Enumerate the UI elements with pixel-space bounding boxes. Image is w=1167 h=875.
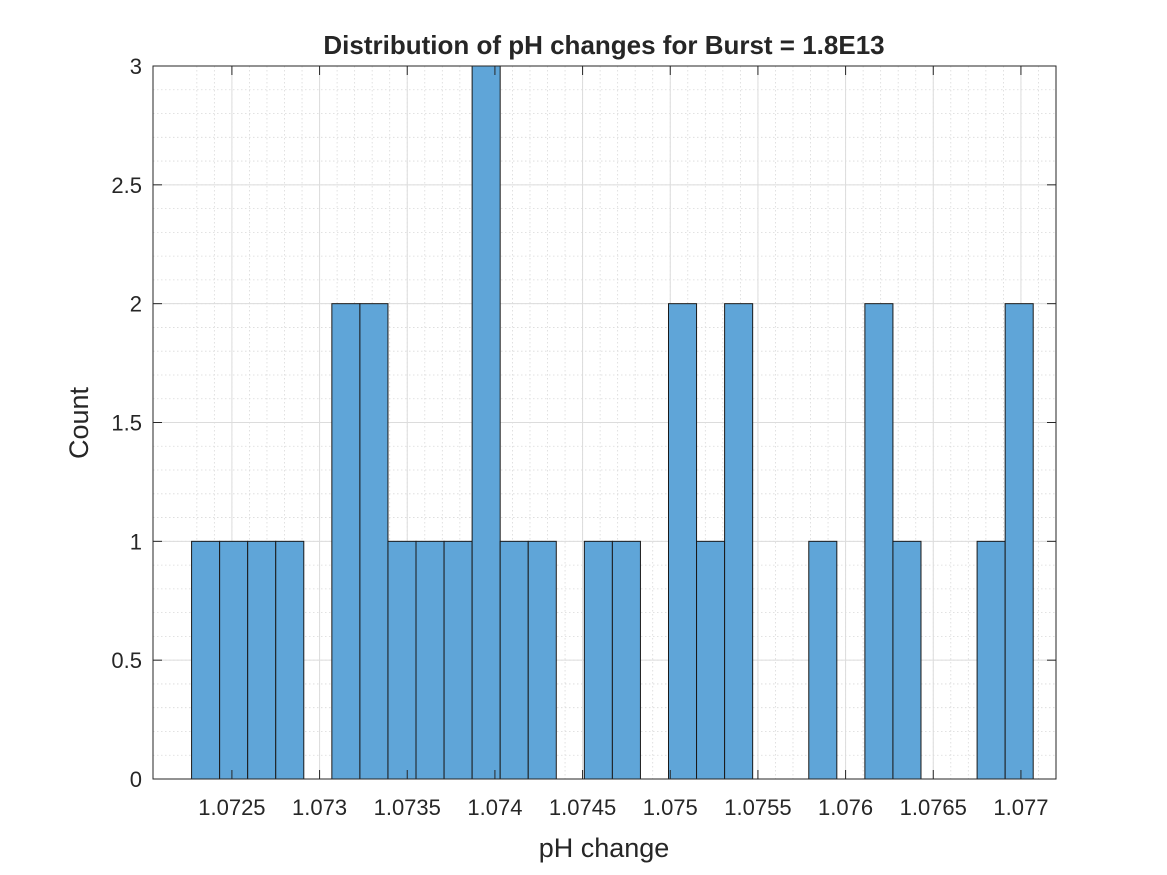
histogram-bar	[724, 303, 754, 780]
y-tick-label: 2.5	[111, 173, 142, 198]
axis-ticks	[153, 65, 1056, 780]
histogram-bar	[387, 540, 417, 780]
x-tick-labels: 1.0725 1.073 1.0735 1.074 1.0745 1.075 1.0755 1…	[198, 795, 1048, 820]
x-tick-label: 1.0735	[374, 795, 441, 820]
histogram-bar	[864, 303, 894, 780]
y-tick-label: 1	[130, 529, 142, 554]
histogram-bar	[359, 303, 389, 780]
y-tick-label: 2	[130, 292, 142, 317]
x-tick-label: 1.077	[993, 795, 1048, 820]
y-tick-label: 0.5	[111, 648, 142, 673]
x-tick-label: 1.075	[643, 795, 698, 820]
histogram-bar	[247, 540, 277, 780]
histogram-bar	[976, 540, 1006, 780]
x-tick-label: 1.0725	[198, 795, 265, 820]
y-tick-labels: 0 0.5 1 1.5 2 2.5 3	[111, 54, 142, 792]
histogram-bar	[499, 540, 529, 780]
chart-title: Distribution of pH changes for Burst = 1…	[323, 30, 884, 60]
histogram-bar	[415, 540, 445, 780]
histogram-bar	[527, 540, 557, 780]
histogram-bar	[471, 65, 501, 780]
y-tick-label: 0	[130, 767, 142, 792]
histogram-bar	[667, 303, 698, 780]
histogram-bar	[583, 540, 613, 780]
x-tick-label: 1.0755	[724, 795, 791, 820]
x-tick-label: 1.0765	[900, 795, 967, 820]
y-tick-label: 3	[130, 54, 142, 79]
histogram-bar	[331, 303, 361, 780]
histogram-bar	[275, 540, 305, 780]
x-axis-label: pH change	[539, 833, 670, 863]
histogram-bar	[191, 540, 221, 780]
histogram-bar	[696, 540, 726, 780]
histogram-bars	[191, 65, 1034, 780]
x-tick-label: 1.073	[292, 795, 347, 820]
histogram-bar	[219, 540, 249, 780]
histogram-bar	[443, 540, 473, 780]
histogram-bar	[808, 540, 838, 780]
histogram-bar	[611, 540, 641, 780]
y-tick-label: 1.5	[111, 411, 142, 436]
x-tick-label: 1.076	[818, 795, 873, 820]
y-axis-label: Count	[64, 386, 94, 459]
histogram-bar	[892, 540, 922, 780]
histogram-bar	[1004, 303, 1034, 780]
x-tick-label: 1.0745	[549, 795, 616, 820]
x-tick-label: 1.074	[467, 795, 522, 820]
